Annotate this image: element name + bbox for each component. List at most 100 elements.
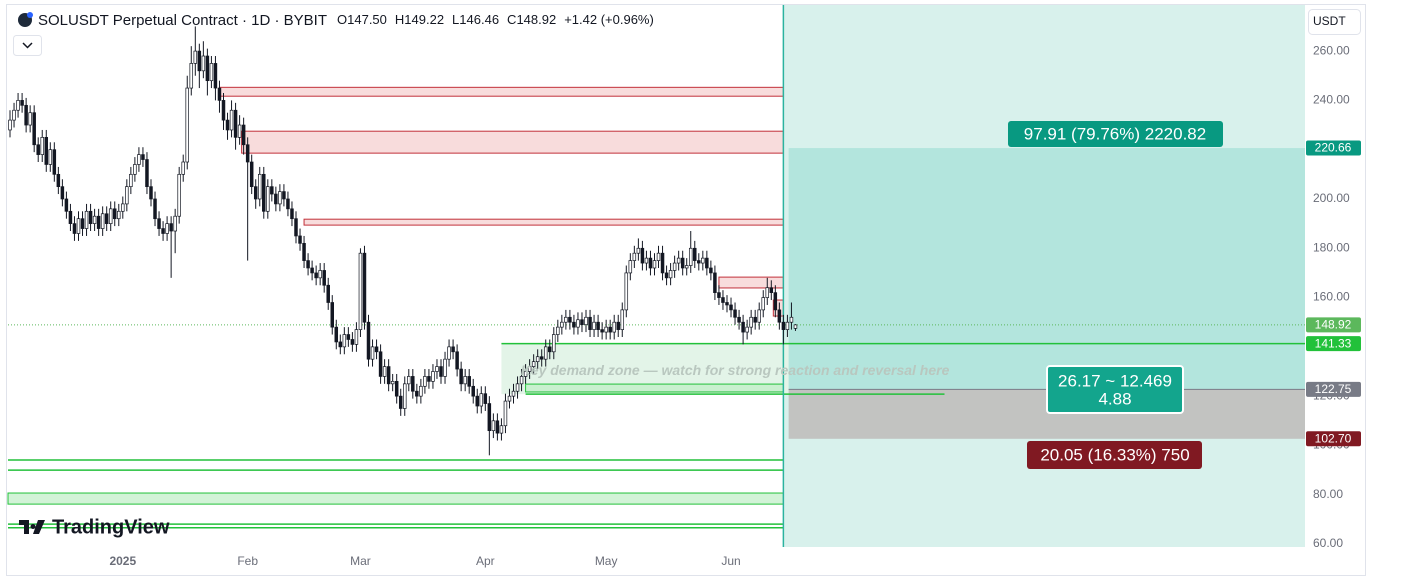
candle-body	[556, 326, 560, 335]
y-tick-label: 200.00	[1313, 191, 1350, 205]
candle-body	[640, 247, 645, 264]
candle-body	[560, 321, 564, 328]
stop-label: 20.05 (16.33%) 750	[1040, 445, 1189, 464]
candle-body	[169, 223, 173, 232]
x-tick-label: Jun	[721, 554, 740, 568]
price-label: 148.92	[1315, 318, 1352, 332]
candle-body	[342, 334, 347, 348]
candle-body	[539, 356, 544, 360]
candle-body	[278, 191, 282, 205]
candle-body	[197, 50, 202, 72]
candle-body	[346, 334, 351, 340]
candle-body	[636, 247, 641, 254]
price-label: 102.70	[1315, 431, 1352, 445]
candle-body	[374, 346, 379, 353]
candle-body	[572, 321, 576, 328]
candle-body	[28, 112, 32, 126]
candle-body	[225, 119, 230, 131]
candle-body	[785, 321, 790, 330]
candle-body	[495, 420, 500, 434]
price-label-box	[1306, 431, 1361, 447]
candle-body	[237, 124, 242, 138]
candle-body	[253, 186, 258, 200]
candle-body	[761, 297, 765, 311]
middle-label: 4.88	[1098, 389, 1131, 408]
ohlc-value: 147.50	[347, 12, 387, 27]
candle-body	[688, 247, 693, 266]
candle-body	[632, 252, 637, 261]
y-tick-label: 260.00	[1313, 43, 1350, 57]
candle-body	[680, 257, 685, 269]
candle-body	[765, 287, 770, 298]
candle-body	[52, 149, 57, 175]
candle-body	[233, 109, 238, 138]
candle-body	[781, 321, 786, 330]
currency-box	[1308, 9, 1361, 35]
candle-body	[793, 324, 798, 329]
candle-body	[290, 208, 294, 220]
candle-body	[266, 186, 270, 212]
annotation: Key demand zone — watch for strong react…	[521, 362, 950, 378]
candle-body	[306, 260, 310, 269]
candle-body	[137, 154, 141, 165]
candle-body	[76, 218, 81, 234]
profit-area	[788, 148, 1305, 390]
zone	[7, 492, 784, 505]
x-tick-label: Mar	[350, 554, 371, 568]
y-tick-label: 160.00	[1313, 290, 1350, 304]
ohlc-value: 148.92	[516, 12, 556, 27]
candle-body	[479, 393, 484, 407]
x-tick-label: Feb	[237, 554, 258, 568]
target-label: 97.91 (79.76%) 2220.82	[1024, 124, 1206, 143]
zone	[303, 218, 784, 226]
price-label: 220.66	[1315, 141, 1352, 155]
candle-body	[173, 215, 177, 232]
candle-body	[620, 309, 625, 330]
candle-body	[467, 376, 471, 387]
candle-body	[523, 371, 528, 377]
candle-body	[701, 257, 705, 264]
candle-body	[80, 218, 85, 229]
candle-body	[403, 383, 407, 409]
candle-body	[596, 321, 600, 330]
candle-body	[709, 267, 713, 274]
candle-body	[427, 376, 431, 382]
ohlc-key: C	[507, 12, 516, 27]
x-tick-label: May	[595, 554, 618, 568]
candle-body	[459, 368, 463, 385]
candle-body	[177, 173, 181, 217]
candle-body	[117, 210, 121, 220]
ohlc-key: L	[452, 12, 459, 27]
candle-body	[294, 218, 298, 237]
candle-body	[16, 100, 20, 111]
candle-body	[757, 309, 761, 323]
candle-body	[282, 191, 286, 200]
candle-body	[92, 215, 97, 224]
candle-body	[229, 109, 234, 131]
candle-body	[60, 186, 65, 200]
candle-body	[447, 346, 451, 360]
ohlc-key: H	[395, 12, 404, 27]
y-tick-label: 180.00	[1313, 240, 1350, 254]
candle-body	[193, 50, 198, 64]
candle-body	[249, 161, 254, 188]
collapse-button[interactable]	[13, 35, 42, 56]
candle-body	[322, 270, 326, 286]
currency: USDT	[1313, 14, 1346, 28]
candle-body	[330, 302, 335, 328]
ohlc-value: 149.22	[404, 12, 444, 27]
candle-body	[362, 252, 367, 323]
candle-body	[664, 272, 669, 279]
candle-body	[648, 257, 653, 269]
ohlc-value: 146.46	[459, 12, 499, 27]
candle-body	[302, 242, 306, 261]
candle-body	[789, 316, 794, 323]
candle-body	[96, 215, 101, 229]
candle-body	[592, 321, 596, 330]
candle-body	[274, 193, 278, 205]
stop-label-box	[1027, 441, 1202, 469]
zone	[718, 276, 784, 289]
candle-body	[314, 272, 318, 279]
